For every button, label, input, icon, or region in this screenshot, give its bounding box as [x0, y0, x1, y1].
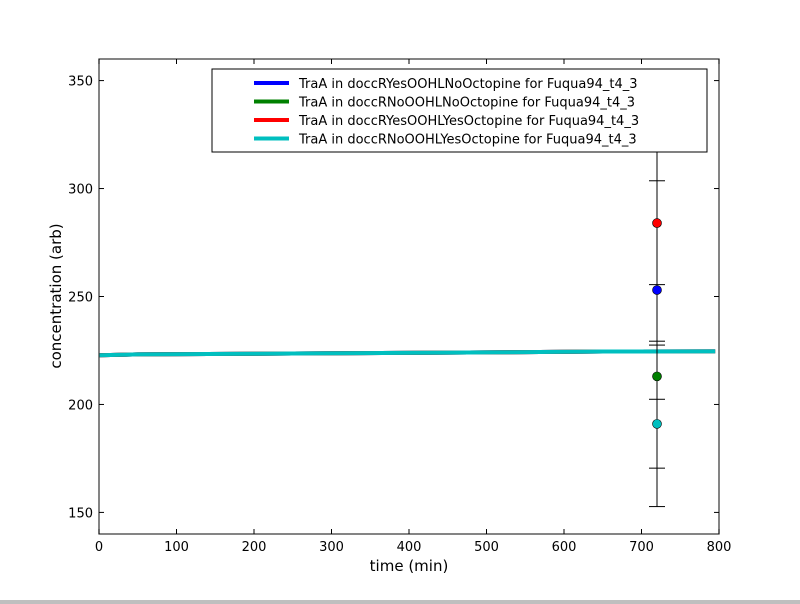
- x-tick-label: 200: [242, 540, 267, 555]
- x-tick-label: 600: [552, 540, 577, 555]
- x-axis-label: time (min): [370, 557, 449, 575]
- x-tick-label: 500: [474, 540, 499, 555]
- y-axis-ticks: 150 200 250 300 350: [68, 75, 719, 521]
- x-tick-label: 700: [629, 540, 654, 555]
- legend-box: [211, 68, 708, 153]
- legend-label: TraA in doccRNoOOHLYesOctopine for Fuqua…: [298, 133, 637, 148]
- x-tick-label: 800: [707, 540, 732, 555]
- data-point-marker: [652, 218, 662, 228]
- data-points: [652, 218, 662, 429]
- data-point-marker: [652, 419, 662, 429]
- y-axis-label: concentration (arb): [47, 223, 65, 368]
- y-tick-label: 200: [68, 398, 93, 413]
- x-tick-label: 400: [397, 540, 422, 555]
- legend: TraA in doccRYesOOHLNoOctopine for Fuqua…: [211, 68, 708, 153]
- y-tick-label: 350: [68, 75, 93, 90]
- legend-label: TraA in doccRNoOOHLNoOctopine for Fuqua9…: [298, 96, 635, 111]
- legend-label: TraA in doccRYesOOHLNoOctopine for Fuqua…: [298, 77, 638, 92]
- data-point-marker: [652, 371, 662, 382]
- series-lines: [98, 349, 716, 358]
- data-point-marker: [652, 285, 662, 295]
- y-tick-label: 300: [68, 183, 93, 198]
- x-tick-label: 300: [319, 540, 344, 555]
- error-bars: [649, 100, 665, 508]
- y-tick-label: 250: [68, 291, 93, 306]
- x-tick-label: 100: [164, 540, 189, 555]
- x-tick-label: 0: [95, 540, 103, 555]
- x-axis-ticks: 0 100 200 300 400 500 600 700 800: [95, 59, 732, 555]
- series-line: [98, 349, 716, 358]
- y-tick-label: 150: [68, 506, 93, 521]
- legend-label: TraA in doccRYesOOHLYesOctopine for Fuqu…: [298, 114, 639, 129]
